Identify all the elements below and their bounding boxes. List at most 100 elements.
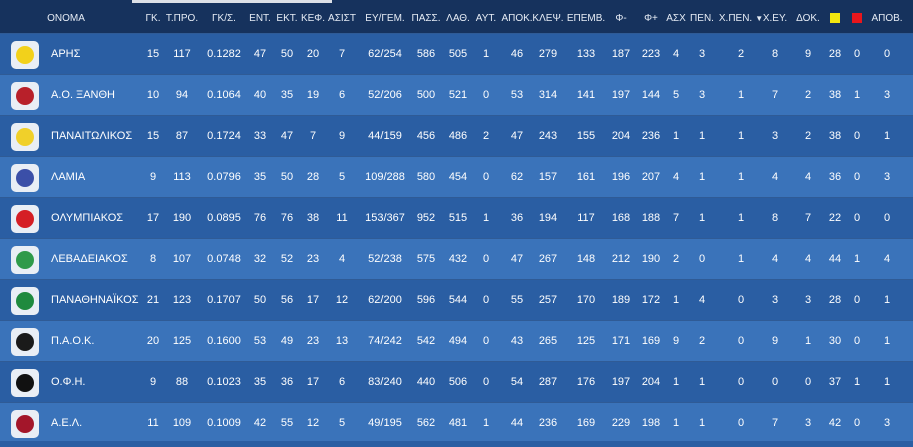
stat-interventions: 169 <box>576 417 596 429</box>
table-row[interactable]: Π.Α.Ο.Κ. 20 125 0.1600 53 49 23 13 74/242 542 494 0… <box>0 320 913 361</box>
stat-free-throws: 74/242 <box>368 335 402 347</box>
header-outside[interactable]: ΕΚΤ. <box>276 12 298 24</box>
header-penalties[interactable]: ΠΕΝ. <box>690 12 714 24</box>
table-row[interactable]: ΛΕΒΑΔΕΙΑΚΟΣ 8 107 0.0748 32 52 23 4 52/238 575 432… <box>0 238 913 279</box>
table-row[interactable]: Α.Ο. ΞΑΝΘΗ 10 94 0.1064 40 35 19 6 52/206 500 521 0… <box>0 74 913 115</box>
stat-missed-penalties: 1 <box>737 253 745 265</box>
header-missed-chances[interactable]: Χ.ΕΥ. <box>762 12 788 24</box>
stat-inside: 50 <box>253 294 267 306</box>
header-red-cards[interactable] <box>837 3 877 33</box>
table-row[interactable]: Ο.Φ.Η. 9 88 0.1023 35 36 17 6 83/240 440 506 0 54 287… <box>0 361 913 402</box>
team-name[interactable]: Π.Α.Ο.Κ. <box>51 335 95 347</box>
stat-goals: 11 <box>147 417 159 429</box>
header-inside[interactable]: ΕΝΤ. <box>249 12 271 24</box>
table-row[interactable]: ΠΑΝΑΙΤΩΛΙΚΟΣ 15 87 0.1724 33 47 7 9 44/159 456 486… <box>0 115 913 156</box>
header-missed-penalties[interactable]: Χ.ΠΕΝ. ▼ <box>719 3 764 33</box>
stat-shots-on-target: 87 <box>175 130 189 142</box>
stat-red-cards: 0 <box>853 48 861 60</box>
team-name[interactable]: ΛΕΒΑΔΕΙΑΚΟΣ <box>51 253 128 265</box>
stat-red-cards: 0 <box>853 417 861 429</box>
stat-shots-on-target: 190 <box>172 212 192 224</box>
stat-passes: 500 <box>416 89 436 101</box>
header-fouls-received[interactable]: Φ+ <box>644 12 658 24</box>
stat-goals-per-shot: 0.1023 <box>207 376 241 388</box>
stat-expulsions: 0 <box>883 48 891 60</box>
header-blocks[interactable]: ΑΠΟΚ. <box>501 12 533 24</box>
team-name[interactable]: Ο.Φ.Η. <box>51 376 86 388</box>
team-name[interactable]: ΟΛΥΜΠΙΑΚΟΣ <box>51 212 124 224</box>
stat-woodwork: 0 <box>804 376 812 388</box>
stat-free-throws: 62/200 <box>368 294 402 306</box>
stat-expulsions: 4 <box>883 253 891 265</box>
red-card-icon <box>852 13 862 23</box>
header-errors[interactable]: ΛΑΘ. <box>446 12 470 24</box>
stat-yellow-cards: 30 <box>828 335 842 347</box>
sort-desc-icon[interactable]: ▼ <box>755 13 764 23</box>
table-row[interactable]: ΠΑΝΑΘΗΝΑΪΚΟΣ 21 123 0.1707 50 56 17 12 62/200 596… <box>0 279 913 320</box>
team-name[interactable]: ΛΑΜΙΑ <box>51 171 86 183</box>
table-row[interactable]: ΑΡΗΣ 15 117 0.1282 47 50 20 7 62/254 586 505 1 46 279… <box>0 33 913 74</box>
header-own-goals[interactable]: ΑΥΤ. <box>475 12 497 24</box>
header-steals[interactable]: ΚΛΕΨ. <box>532 12 564 24</box>
stat-goals-per-shot: 0.1724 <box>207 130 241 142</box>
table-row[interactable]: ΛΑΜΙΑ 9 113 0.0796 35 50 28 5 109/288 580 454 0 62 15… <box>0 156 913 197</box>
stat-errors: 432 <box>448 253 468 265</box>
stat-fouls-committed: 189 <box>611 294 631 306</box>
team-name[interactable]: ΠΑΝΑΙΤΩΛΙΚΟΣ <box>51 130 133 142</box>
stat-expulsions: 1 <box>883 294 891 306</box>
stat-goals-per-shot: 0.0895 <box>207 212 241 224</box>
header-woodwork[interactable]: ΔΟΚ. <box>796 12 820 24</box>
table-row[interactable]: ΟΛΥΜΠΙΑΚΟΣ 17 190 0.0895 76 76 38 11 153/367 952 5… <box>0 197 913 238</box>
stat-offsides: 1 <box>672 294 680 306</box>
team-name[interactable]: Α.Ε.Λ. <box>51 417 83 429</box>
stat-passes: 952 <box>416 212 436 224</box>
header-headers[interactable]: ΚΕΦ. <box>300 12 326 24</box>
stat-missed-chances: 4 <box>771 253 779 265</box>
header-goals[interactable]: ΓΚ. <box>145 12 161 24</box>
stat-assists: 5 <box>338 171 346 183</box>
team-name[interactable]: Α.Ο. ΞΑΝΘΗ <box>51 89 115 101</box>
team-name[interactable]: ΠΑΝΑΘΗΝΑΪΚΟΣ <box>51 294 139 306</box>
stat-interventions: 161 <box>576 171 596 183</box>
team-crest <box>16 333 34 351</box>
table-row[interactable]: Α.Ε.Λ. 11 109 0.1009 42 55 12 5 49/195 562 481 1 44 2… <box>0 402 913 443</box>
stat-free-throws: 83/240 <box>368 376 402 388</box>
stat-missed-penalties: 1 <box>737 89 745 101</box>
header-assists[interactable]: ΑΣΙΣΤ <box>328 12 356 24</box>
stat-goals-per-shot: 0.0796 <box>207 171 241 183</box>
stat-free-throws: 44/159 <box>368 130 402 142</box>
stat-own-goals: 1 <box>482 417 490 429</box>
stat-fouls-received: 223 <box>641 48 661 60</box>
stat-errors: 544 <box>448 294 468 306</box>
header-expulsions[interactable]: ΑΠΟΒ. <box>871 12 903 24</box>
header-passes[interactable]: ΠΑΣΣ. <box>411 12 441 24</box>
stat-yellow-cards: 44 <box>828 253 842 265</box>
header-offsides[interactable]: ΑΣΧ <box>666 12 686 24</box>
stat-inside: 53 <box>253 335 267 347</box>
header-yellow-cards[interactable] <box>815 3 855 33</box>
team-name[interactable]: ΑΡΗΣ <box>51 48 81 60</box>
stat-woodwork: 2 <box>804 130 812 142</box>
stat-free-throws: 109/288 <box>365 171 405 183</box>
xanthi-logo-icon <box>11 82 39 110</box>
stat-blocks: 47 <box>510 253 524 265</box>
stat-missed-penalties: 0 <box>737 335 745 347</box>
stat-free-throws: 49/195 <box>368 417 402 429</box>
stat-assists: 13 <box>335 335 349 347</box>
stat-goals: 17 <box>146 212 160 224</box>
stat-steals: 265 <box>538 335 558 347</box>
header-goals-per-shot[interactable]: ΓΚ/Σ. <box>212 12 236 24</box>
stat-headers: 23 <box>306 253 320 265</box>
header-shots-on-target[interactable]: Τ.ΠΡΟ. <box>165 12 199 24</box>
header-free-throws[interactable]: ΕΥ/ΓΕΜ. <box>365 12 405 24</box>
stat-missed-penalties: 1 <box>737 130 745 142</box>
stat-steals: 279 <box>538 48 558 60</box>
header-interventions[interactable]: ΕΠΕΜΒ. <box>566 12 606 24</box>
stat-assists: 9 <box>338 130 346 142</box>
stat-woodwork: 1 <box>804 335 812 347</box>
header-fouls-committed[interactable]: Φ- <box>615 12 627 24</box>
stat-errors: 454 <box>448 171 468 183</box>
header-name[interactable]: ΟΝΟΜΑ <box>47 12 85 24</box>
stat-headers: 38 <box>306 212 320 224</box>
team-crest <box>16 415 34 433</box>
